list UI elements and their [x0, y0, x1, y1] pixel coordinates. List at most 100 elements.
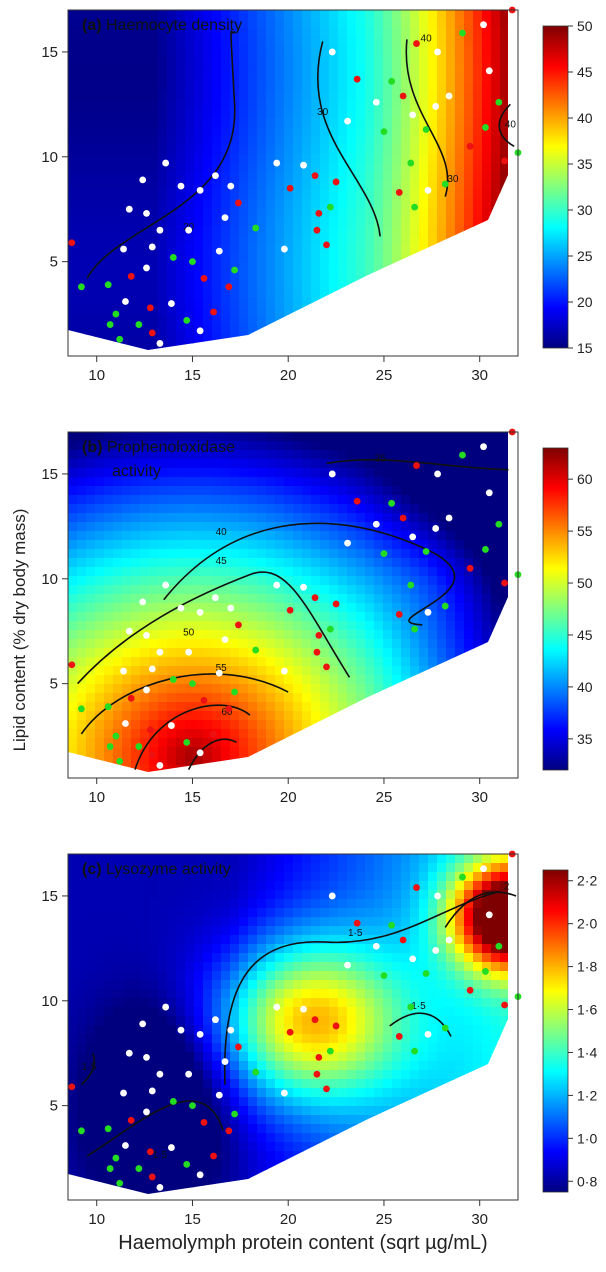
data-point — [221, 636, 229, 643]
data-point — [104, 1125, 112, 1133]
data-point — [328, 48, 336, 56]
data-point — [372, 942, 380, 950]
contour-label: 40 — [505, 119, 517, 130]
data-point — [148, 243, 156, 251]
colorbar-tick-label: 30 — [577, 202, 593, 218]
data-point — [485, 67, 493, 75]
data-point — [156, 762, 164, 769]
x-tick-label: 15 — [184, 1211, 201, 1228]
data-point — [116, 335, 124, 343]
data-point — [116, 1179, 124, 1187]
data-point — [200, 275, 208, 282]
data-point — [212, 1016, 219, 1024]
data-point — [407, 159, 415, 167]
data-point — [139, 1020, 147, 1028]
data-point — [482, 968, 489, 975]
data-point — [162, 581, 170, 589]
data-point — [482, 546, 489, 553]
data-point — [85, 759, 93, 767]
contour-label: 1·5 — [411, 1001, 426, 1012]
data-point — [280, 667, 288, 675]
data-point — [332, 178, 340, 186]
data-point — [78, 705, 85, 713]
data-point — [231, 266, 238, 274]
contour-line — [405, 39, 449, 197]
data-point — [323, 1085, 330, 1093]
data-point — [480, 865, 487, 873]
data-point — [189, 1102, 196, 1110]
data-point — [313, 226, 321, 234]
data-point — [227, 604, 235, 612]
data-point — [139, 598, 147, 606]
data-point — [215, 669, 223, 677]
colorbar-tick-label: 25 — [577, 248, 593, 264]
data-point — [185, 648, 193, 656]
plot-frame — [67, 431, 519, 779]
y-tick-label: 15 — [41, 44, 58, 61]
y-tick-label: 10 — [41, 993, 58, 1010]
x-axis-title: Haemolymph protein content (sqrt µg/mL) — [118, 1232, 488, 1254]
data-point — [434, 48, 441, 56]
data-point — [286, 606, 294, 614]
contour-line — [134, 704, 251, 770]
data-point — [380, 972, 388, 980]
data-point — [459, 451, 466, 459]
contour-label: 1·5 — [348, 928, 363, 939]
heatmap-surface — [68, 10, 508, 350]
data-point — [227, 1026, 235, 1034]
data-point — [235, 621, 242, 629]
data-point — [116, 757, 124, 765]
data-point — [148, 1173, 156, 1181]
x-tick-label: 30 — [471, 367, 488, 384]
data-point — [411, 625, 418, 633]
contour-label: 50 — [183, 627, 195, 638]
panel-title: (c) Lysozyme activity — [82, 861, 231, 878]
data-point — [422, 126, 430, 133]
data-point — [445, 514, 453, 522]
data-point — [168, 300, 175, 307]
contour-label: 1·5 — [153, 1150, 168, 1161]
data-point — [432, 947, 440, 954]
data-point — [196, 1030, 204, 1038]
data-point — [122, 298, 129, 305]
contour-label: 40 — [421, 33, 433, 44]
data-point — [210, 1152, 217, 1160]
data-point — [480, 443, 487, 451]
colorbar-tick-label: 20 — [577, 294, 593, 310]
data-point — [212, 594, 219, 602]
data-point — [135, 321, 143, 328]
x-tick-label: 20 — [280, 367, 297, 384]
data-point — [344, 961, 351, 969]
data-point — [422, 548, 430, 555]
data-point — [252, 1068, 260, 1076]
x-tick-label: 30 — [471, 1211, 488, 1228]
data-point — [177, 604, 185, 612]
x-tick-label: 25 — [376, 367, 393, 384]
data-point — [169, 1098, 177, 1105]
data-point — [315, 210, 323, 217]
data-point — [372, 520, 380, 528]
data-point — [501, 1001, 508, 1009]
data-point — [326, 203, 334, 211]
data-point — [313, 1070, 321, 1078]
data-point — [424, 186, 432, 194]
data-point — [441, 602, 449, 610]
data-point — [225, 283, 233, 291]
data-point — [353, 919, 361, 927]
panel-c: 1·5 1·5 2 1·5 1·5 10 15 20 25 30 5 10 15 (c) Lysozyme… — [41, 850, 597, 1228]
data-point — [273, 1003, 281, 1011]
data-point — [127, 1116, 135, 1124]
data-point — [315, 632, 323, 639]
data-point — [380, 128, 388, 136]
contour-line — [86, 1100, 224, 1157]
contour-label: 60 — [221, 707, 233, 718]
data-point — [68, 1083, 76, 1091]
contour-label: 35 — [375, 453, 387, 464]
data-point — [480, 21, 487, 29]
panel-title: (a) Haemocyte density — [82, 17, 242, 34]
panel-title: (b) Prophenoloxidase — [82, 439, 235, 456]
colorbar-tick-label: 1·8 — [577, 959, 597, 975]
data-point — [225, 1127, 233, 1135]
data-point — [127, 694, 135, 702]
data-point — [466, 142, 474, 150]
